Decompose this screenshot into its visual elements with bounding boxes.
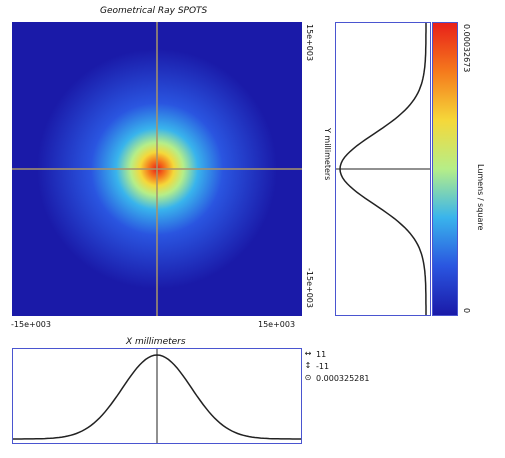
readout-panel: ↔ 11 ↕ -11 ⊙ 0.000325281 [303,348,423,384]
y-min-tick-label: -15e+003 [305,268,314,308]
y-profile-panel[interactable] [335,22,431,316]
target-icon: ⊙ [304,373,312,382]
spot-heatmap[interactable] [12,22,302,316]
horizontal-arrow-icon: ↔ [304,349,312,358]
colorbar [432,22,458,316]
spot-heatmap-svg [12,22,302,316]
colorbar-unit-label: Lumens / square [476,164,485,231]
y-axis-label: Y millimeters [323,128,332,181]
readout-marker-value: 0.000325281 [316,373,370,383]
readout-row-v: ↕ -11 [303,360,423,372]
readout-h-value: 11 [316,349,327,359]
readout-row-h: ↔ 11 [303,348,423,360]
x-axis-label: X millimeters [126,337,186,347]
x-profile-panel[interactable] [12,348,302,444]
vertical-arrow-icon: ↕ [304,361,312,370]
y-profile-svg [336,23,430,315]
chart-title: Geometrical Ray SPOTS [100,6,208,16]
x-profile-curve [13,354,301,440]
x-profile-svg [13,349,301,443]
x-max-tick-label: 15e+003 [258,320,296,329]
readout-row-marker: ⊙ 0.000325281 [303,372,423,384]
readout-v-value: -11 [316,361,330,371]
colorbar-max-label: 0.00032673 [462,24,471,73]
y-max-tick-label: 15e+003 [305,24,314,62]
x-min-tick-label: -15e+003 [11,320,51,329]
y-profile-curve [339,23,427,315]
colorbar-min-label: 0 [462,308,471,314]
